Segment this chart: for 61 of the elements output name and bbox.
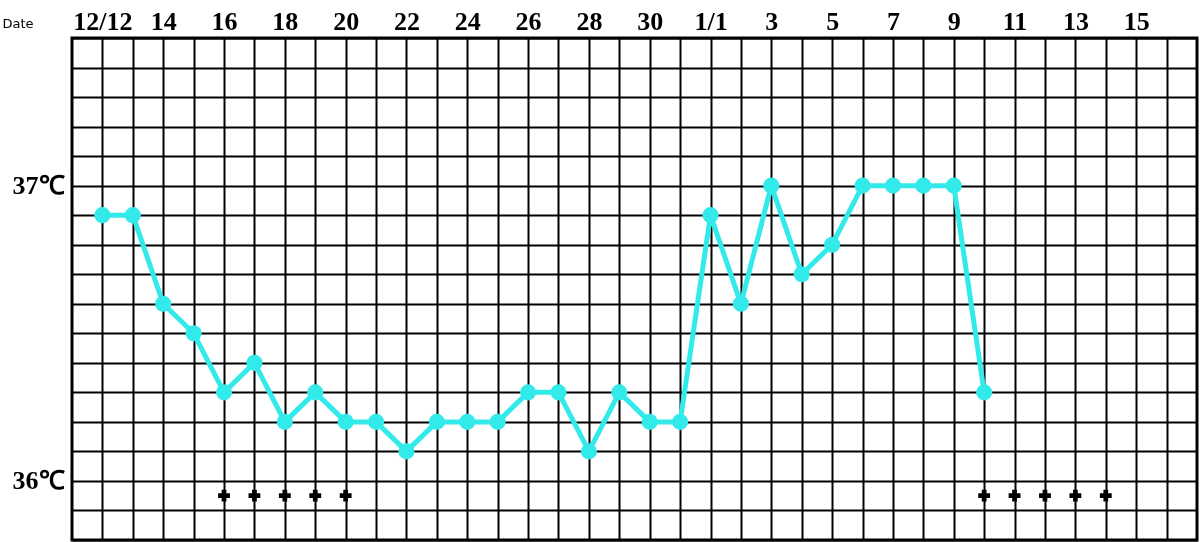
point: [1008, 489, 1021, 502]
x-tick-label: 12/12: [73, 6, 133, 36]
x-tick-label: 24: [454, 6, 481, 36]
point: [1039, 489, 1051, 502]
x-tick-label: 20: [333, 6, 360, 36]
point: [367, 413, 385, 430]
point: [580, 443, 597, 460]
point: [854, 177, 871, 194]
x-tick-label: 26: [515, 6, 542, 36]
point: [307, 384, 324, 401]
point: [520, 384, 537, 401]
point: [641, 413, 658, 430]
point: [185, 325, 202, 342]
point: [915, 177, 932, 194]
point: [428, 413, 445, 430]
x-tick-label: 9: [947, 6, 961, 36]
x-tick-label: 11: [1002, 6, 1028, 36]
point: [978, 489, 991, 502]
point: [398, 443, 415, 460]
point: [309, 489, 322, 502]
x-tick-label: 3: [765, 6, 779, 36]
point: [550, 384, 567, 401]
point: [215, 384, 233, 401]
point: [945, 177, 962, 194]
point: [459, 413, 476, 430]
point: [611, 384, 628, 401]
point: [793, 266, 810, 283]
point: [763, 177, 780, 194]
point: [824, 236, 841, 253]
point: [155, 295, 172, 312]
point: [248, 489, 261, 502]
point: [276, 413, 293, 430]
point: [337, 413, 354, 430]
point: [278, 489, 291, 502]
x-tick-label: 30: [637, 6, 664, 36]
point: [672, 413, 689, 430]
point: [732, 295, 749, 312]
y-tick-label: 36℃: [12, 466, 65, 496]
x-tick-label: 5: [826, 6, 840, 36]
x-tick-label: 28: [576, 6, 603, 36]
point: [976, 384, 993, 401]
x-tick-label: 14: [150, 6, 177, 36]
x-tick-label: 15: [1123, 6, 1150, 36]
x-tick-label: 18: [272, 6, 299, 36]
point: [218, 489, 230, 502]
point: [489, 413, 506, 430]
x-tick-label: 22: [393, 6, 420, 36]
point: [884, 177, 902, 194]
y-tick-label: 37℃: [12, 171, 65, 201]
point: [94, 207, 111, 224]
x-tick-label: 13: [1062, 6, 1089, 36]
point: [1099, 489, 1112, 502]
point: [702, 207, 719, 224]
x-tick-label: 7: [886, 6, 900, 36]
point: [339, 489, 352, 502]
x-tick-label: 16: [211, 6, 238, 36]
point: [124, 207, 141, 224]
x-axis-title: Date: [2, 15, 34, 31]
x-tick-label: 1/1: [694, 6, 728, 36]
point: [246, 354, 263, 371]
point: [1069, 489, 1082, 502]
